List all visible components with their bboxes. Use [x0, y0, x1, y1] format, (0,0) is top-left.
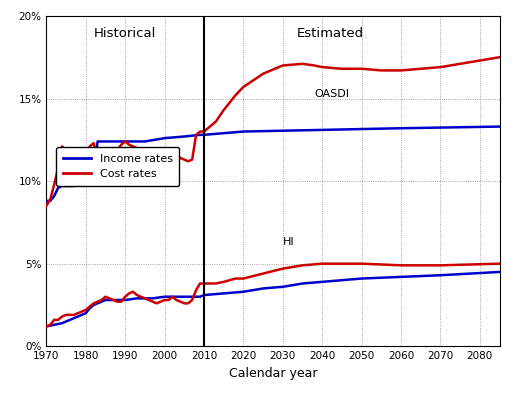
Text: OASDI: OASDI	[314, 88, 349, 99]
Legend: Income rates, Cost rates: Income rates, Cost rates	[57, 147, 179, 186]
Text: HI: HI	[283, 237, 295, 247]
Text: Estimated: Estimated	[297, 27, 364, 41]
Text: Historical: Historical	[94, 27, 157, 41]
X-axis label: Calendar year: Calendar year	[229, 367, 317, 380]
